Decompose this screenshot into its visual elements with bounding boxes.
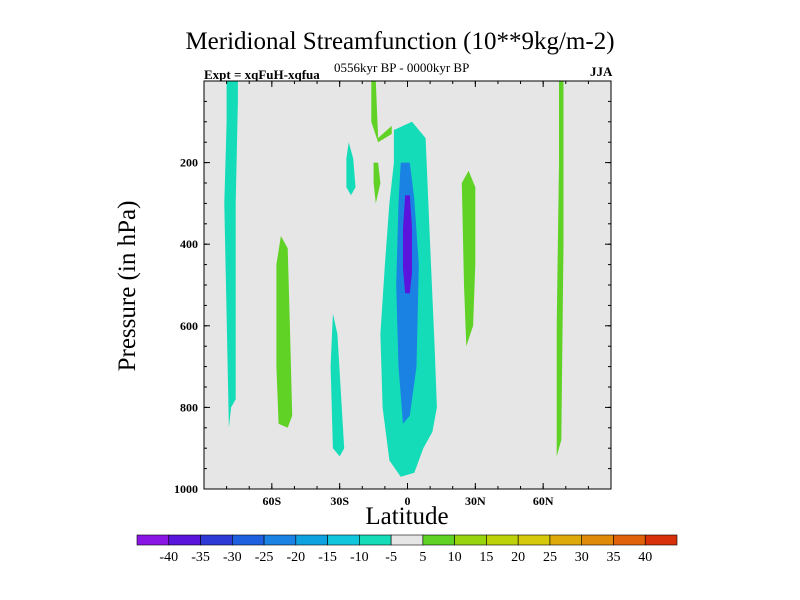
colorbar-swatch	[549, 534, 583, 546]
colorbar-label: 10	[448, 550, 462, 565]
experiment-label: Expt = xqFuH-xqfua	[204, 67, 320, 82]
colorbar-label: -25	[255, 550, 274, 565]
colorbar-label: 35	[606, 550, 620, 565]
colorbar-swatch	[613, 534, 646, 546]
contour-nh-positive-cell	[461, 170, 476, 347]
colorbar-swatch	[454, 534, 487, 546]
colorbar-swatch	[581, 534, 614, 546]
colorbar-swatch	[263, 534, 297, 546]
y-tick-label: 1000	[174, 482, 198, 496]
colorbar-label: -5	[385, 550, 397, 565]
y-tick-label: 800	[180, 400, 198, 414]
contour-tropical-cell-peak	[403, 195, 412, 294]
colorbar-swatch	[200, 534, 233, 546]
colorbar-swatch	[136, 534, 170, 546]
colorbar-swatch	[390, 534, 424, 546]
colorbar-label: -20	[286, 550, 305, 565]
colorbar-label: -10	[350, 550, 369, 565]
colorbar-label: 5	[419, 550, 426, 565]
contour-sh-midlat-cell	[330, 313, 345, 457]
colorbar-swatch	[327, 534, 360, 546]
x-tick-label: 0	[405, 494, 411, 508]
colorbar-label: 20	[511, 550, 525, 565]
period-label: 0556kyr BP - 0000kyr BP	[334, 60, 470, 75]
contour-cross-eq-positive-upper	[371, 81, 392, 143]
x-axis-label: Latitude	[365, 503, 449, 530]
chart-title: Meridional Streamfunction (10**9kg/m-2)	[185, 28, 615, 55]
x-tick-label: 30N	[465, 494, 486, 508]
colorbar-label: 15	[479, 550, 493, 565]
season-label: JJA	[590, 64, 613, 79]
colorbar-label: -35	[191, 550, 210, 565]
y-tick-label: 400	[180, 237, 198, 251]
contour-sh-polar-column	[224, 81, 238, 428]
colorbar-label: -40	[159, 550, 178, 565]
contour-sh-upper-blob	[346, 142, 356, 196]
colorbar-label: 25	[543, 550, 557, 565]
colorbar-label: 40	[638, 550, 652, 565]
x-tick-label: 30S	[330, 494, 349, 508]
colorbar-swatch	[359, 534, 392, 546]
contour-nh-polar-column	[556, 81, 564, 457]
x-tick-label: 60S	[262, 494, 281, 508]
colorbar-swatch	[168, 534, 201, 546]
colorbar-swatch	[486, 534, 519, 546]
colorbar-label: -30	[223, 550, 242, 565]
contour-sh-positive-cell	[276, 236, 293, 428]
colorbar-swatch	[231, 534, 265, 546]
colorbar-swatch	[295, 534, 328, 546]
colorbar-swatch	[644, 534, 678, 546]
contour-cross-eq-positive-lower	[373, 162, 381, 204]
colorbar-label: -15	[318, 550, 337, 565]
colorbar-swatch	[422, 534, 455, 546]
y-tick-label: 600	[180, 319, 198, 333]
colorbar-swatch	[517, 534, 551, 546]
colorbar-label: 30	[575, 550, 589, 565]
x-tick-label: 60N	[533, 494, 554, 508]
y-tick-label: 200	[180, 156, 198, 170]
